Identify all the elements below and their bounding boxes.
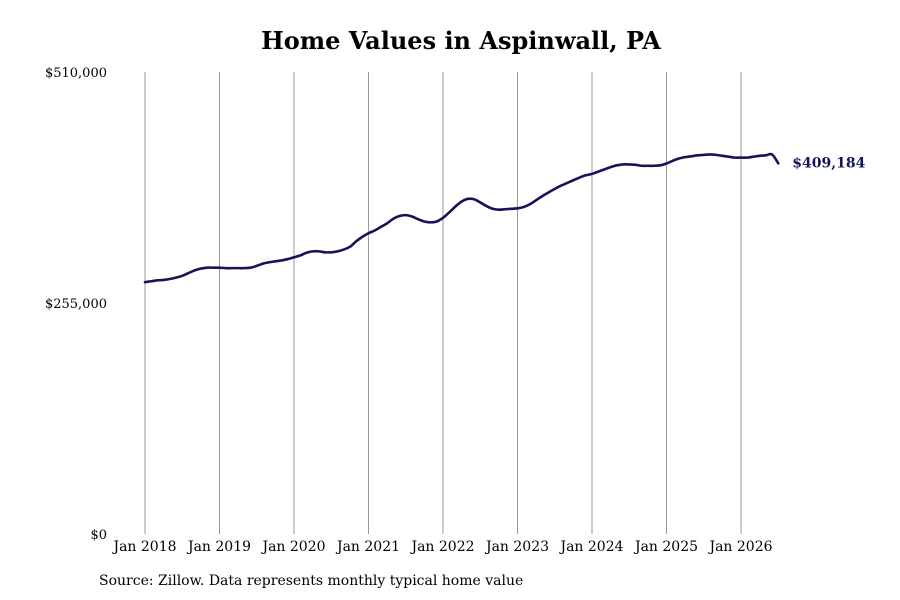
x-axis-ticks: Jan 2018 Jan 2019 Jan 2020 Jan 2021 Jan 2022… xyxy=(111,539,772,555)
y-tick-label: $0 xyxy=(90,528,107,543)
chart-title: Home Values in Aspinwall, PA xyxy=(261,26,661,55)
x-tick-label: Jan 2019 xyxy=(186,539,251,555)
x-tick-label: Jan 2020 xyxy=(260,539,325,555)
x-tick-label: Jan 2026 xyxy=(707,539,772,555)
vertical-grid xyxy=(144,72,742,534)
y-tick-label: $255,000 xyxy=(45,297,107,312)
x-tick-label: Jan 2018 xyxy=(111,539,176,555)
x-tick-label: Jan 2025 xyxy=(633,539,698,555)
x-tick-label: Jan 2021 xyxy=(335,539,400,555)
y-tick-label: $510,000 xyxy=(45,66,107,81)
source-note: Source: Zillow. Data represents monthly … xyxy=(99,573,524,589)
x-tick-label: Jan 2023 xyxy=(484,539,549,555)
latest-value-label: $409,184 xyxy=(792,155,865,171)
y-axis-ticks: $0 $255,000 $510,000 xyxy=(45,66,107,543)
x-tick-label: Jan 2024 xyxy=(558,539,623,555)
home-value-line xyxy=(143,152,780,284)
x-tick-label: Jan 2022 xyxy=(409,539,474,555)
